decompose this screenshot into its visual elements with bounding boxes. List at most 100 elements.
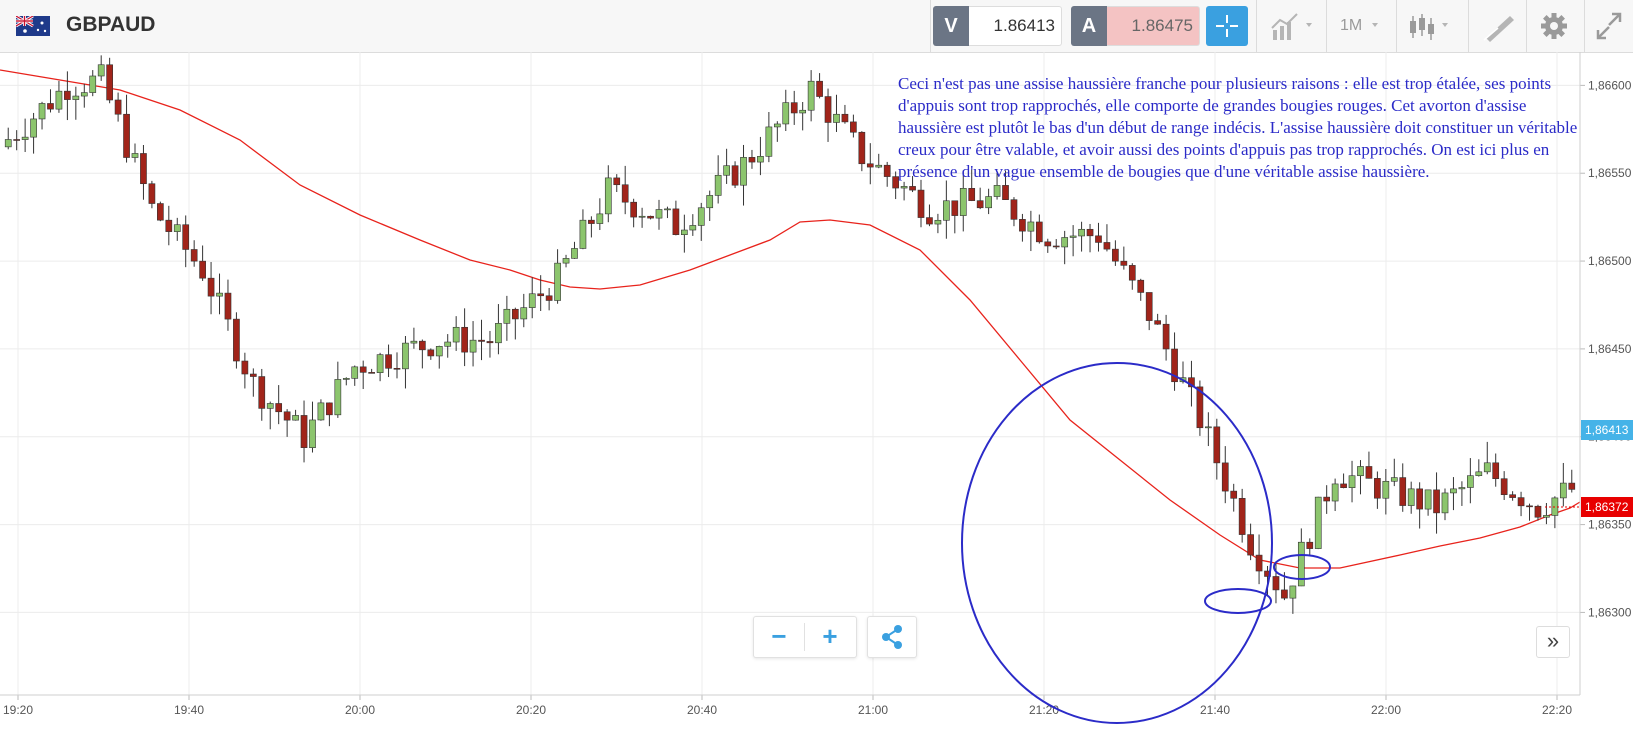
sell-price: 1.86413 [969, 6, 1062, 46]
candle-up [554, 262, 561, 301]
toolbar-divider [1468, 0, 1469, 52]
candle-up [55, 90, 63, 110]
candle-down [1255, 554, 1263, 572]
annotation-shapes [961, 362, 1331, 724]
buy-price: 1.86475 [1107, 6, 1200, 46]
candle-down [1340, 483, 1347, 488]
settings-icon [1541, 13, 1567, 39]
annotation-ellipse-right [1273, 554, 1331, 580]
candle-up [1450, 488, 1457, 494]
x-tick-label: 20:20 [516, 703, 546, 717]
candle-down [224, 292, 232, 320]
candle-up [596, 213, 604, 224]
zoom-out-button[interactable]: − [771, 621, 787, 651]
candle-down [1162, 323, 1170, 350]
candle-down [1500, 478, 1508, 496]
candle-up [266, 403, 274, 409]
x-tick-label: 22:20 [1542, 703, 1572, 717]
candle-down [182, 224, 190, 250]
candle-up [1069, 235, 1077, 238]
candle-down [1145, 292, 1153, 321]
candle-up [131, 153, 139, 158]
candle-down [1272, 576, 1280, 591]
candle-down [1247, 534, 1254, 556]
zoom-in-button[interactable]: + [822, 621, 838, 651]
candle-up [495, 323, 502, 344]
candle-down [909, 186, 916, 191]
candle-down [1052, 245, 1060, 248]
candle-up [799, 109, 807, 114]
crosshair-button[interactable] [1206, 6, 1248, 46]
candle-down [1154, 320, 1161, 325]
candle-up [985, 196, 992, 209]
candle-down [850, 121, 857, 133]
candle-up [1467, 475, 1474, 488]
candle-down [731, 165, 739, 186]
candle-up [571, 248, 578, 259]
indicators-icon [1271, 13, 1312, 40]
candle-down [1137, 279, 1145, 293]
draw-button[interactable] [1478, 6, 1518, 46]
candle-up [689, 225, 697, 231]
candle-up [410, 340, 418, 344]
candle-type-icon [1410, 14, 1448, 40]
fullscreen-icon [1596, 12, 1622, 40]
candle-up [376, 354, 384, 373]
candle-down [486, 341, 494, 344]
zoom-divider [804, 623, 805, 651]
candle-up [38, 103, 46, 120]
candle-up [579, 219, 587, 249]
candle-up [959, 188, 967, 216]
share-icon [882, 625, 902, 649]
candle-down [1526, 505, 1533, 508]
candle-up [292, 415, 299, 421]
candle-down [892, 176, 899, 189]
candle-up [740, 157, 747, 186]
candle-down [748, 157, 756, 163]
candle-up [173, 224, 181, 232]
x-tick-label: 21:40 [1200, 703, 1230, 717]
candle-down [1171, 348, 1178, 383]
toolbar-divider [1526, 0, 1527, 52]
candle-up [1559, 482, 1567, 499]
candle-down [106, 64, 113, 101]
candle-down [123, 113, 130, 158]
chart-grid [0, 52, 1580, 695]
candle-down [613, 177, 621, 186]
candle-down [13, 139, 21, 141]
candle-up [469, 339, 477, 353]
candle-down [1399, 477, 1407, 506]
candle-up [528, 293, 536, 308]
candle-down [1002, 185, 1009, 200]
candle-up [723, 165, 730, 176]
candle-down [1095, 235, 1102, 243]
candle-down [233, 318, 240, 362]
fullscreen-button[interactable] [1592, 6, 1628, 46]
settings-button[interactable] [1534, 6, 1574, 46]
candle-type-button[interactable] [1408, 6, 1458, 46]
scroll-forward-button[interactable]: » [1536, 626, 1570, 658]
timeframe-selector[interactable]: 1M [1340, 6, 1386, 46]
candle-down [1281, 589, 1288, 599]
chevron-down-icon [1372, 23, 1378, 27]
candle-up [309, 419, 316, 448]
candle-up [1390, 477, 1398, 482]
annotation-ellipse-left [1204, 588, 1272, 614]
candle-down [545, 295, 553, 301]
candle-down [1416, 488, 1423, 510]
candle-up [89, 75, 97, 93]
candle-up [1483, 462, 1491, 473]
toolbar-divider [930, 0, 931, 52]
indicators-button[interactable] [1270, 6, 1320, 46]
candle-down [64, 90, 71, 100]
candle-down [1128, 265, 1136, 281]
candle-down [385, 354, 392, 369]
candle-down [1019, 219, 1026, 232]
crosshair-icon [1216, 15, 1238, 37]
share-button[interactable] [867, 616, 917, 658]
candle-up [21, 136, 29, 140]
candle-down [427, 349, 435, 357]
candle-up [697, 207, 705, 226]
candle-up [638, 215, 646, 218]
